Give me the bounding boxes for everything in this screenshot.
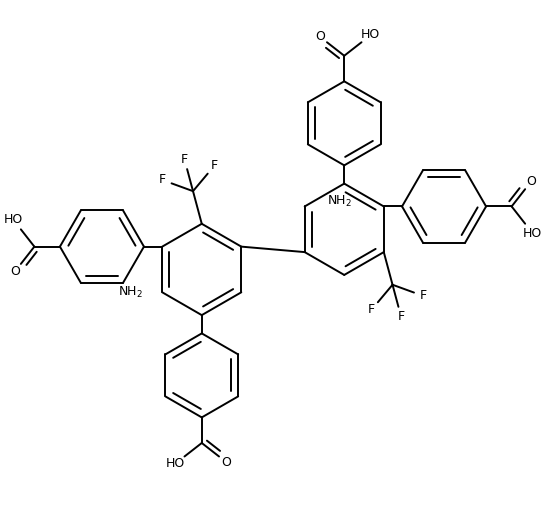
Text: HO: HO (165, 458, 185, 470)
Text: F: F (368, 303, 375, 316)
Text: NH$_2$: NH$_2$ (327, 194, 352, 209)
Text: F: F (420, 290, 427, 302)
Text: HO: HO (361, 28, 381, 41)
Text: HO: HO (4, 214, 23, 226)
Text: F: F (181, 153, 188, 166)
Text: F: F (211, 159, 218, 173)
Text: F: F (397, 310, 405, 323)
Text: O: O (526, 175, 536, 189)
Text: HO: HO (523, 226, 542, 239)
Text: O: O (315, 30, 325, 43)
Text: O: O (221, 455, 231, 468)
Text: NH$_2$: NH$_2$ (118, 285, 143, 300)
Text: F: F (158, 173, 165, 187)
Text: O: O (10, 265, 20, 278)
